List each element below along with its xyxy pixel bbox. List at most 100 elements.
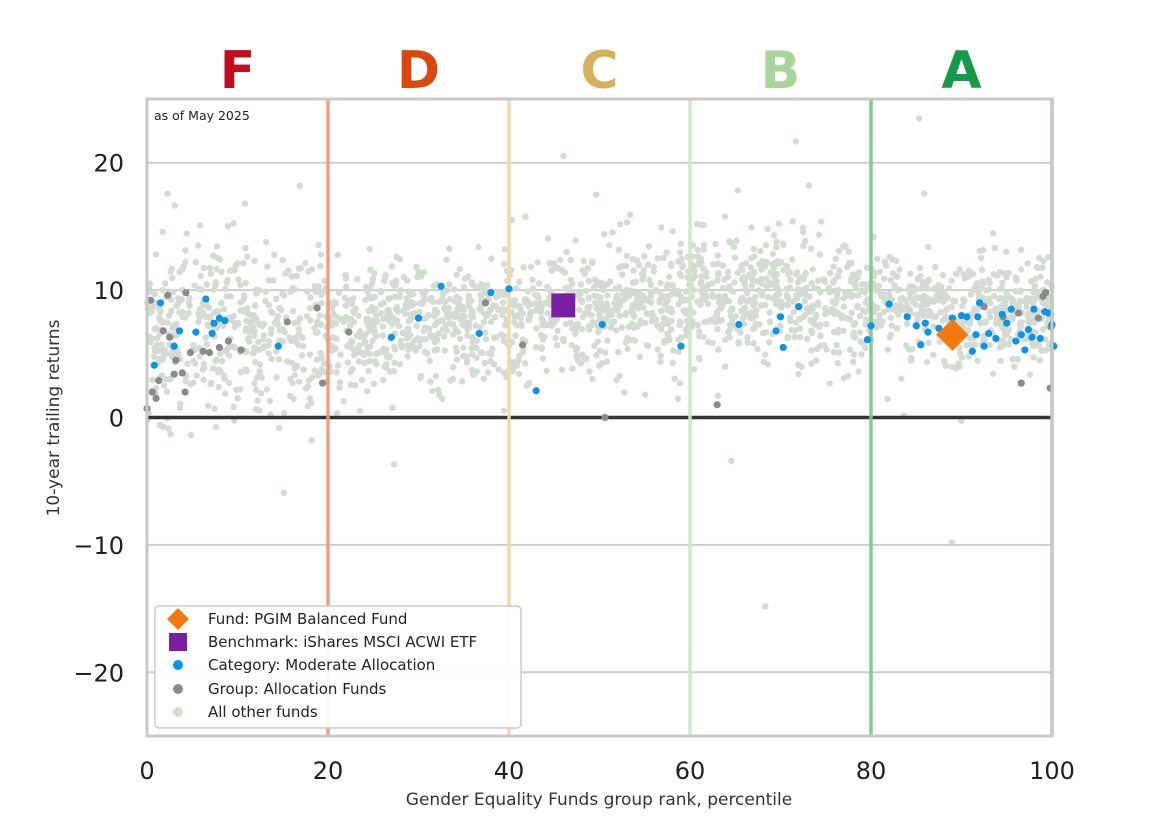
- other-fund-point: [1003, 248, 1010, 255]
- other-fund-point: [663, 249, 670, 256]
- other-fund-point: [846, 290, 853, 298]
- other-fund-point: [607, 278, 614, 285]
- other-fund-point: [789, 256, 796, 263]
- other-fund-point: [596, 347, 604, 354]
- other-fund-point: [742, 260, 750, 267]
- other-fund-point: [884, 346, 891, 353]
- other-fund-point: [615, 246, 622, 253]
- other-fund-point: [175, 300, 182, 307]
- other-fund-point: [721, 213, 729, 220]
- other-fund-point: [691, 267, 698, 275]
- other-fund-point: [959, 321, 966, 329]
- other-fund-point: [147, 338, 154, 346]
- other-fund-point: [178, 308, 186, 316]
- other-fund-point: [785, 271, 792, 278]
- axis-ticks: 0 20 40 60 80 100 −20 −10 0 10 20: [73, 150, 1075, 785]
- legend-dot-marker: [173, 707, 183, 717]
- other-fund-point: [291, 319, 298, 327]
- other-fund-point: [391, 359, 398, 366]
- other-fund-point: [422, 336, 429, 343]
- other-fund-point: [744, 339, 751, 346]
- other-fund-point: [221, 375, 228, 382]
- other-fund-point: [370, 318, 377, 325]
- category-point: [985, 329, 993, 338]
- other-fund-point: [671, 375, 678, 382]
- other-fund-point: [694, 246, 701, 253]
- other-fund-point: [536, 300, 544, 307]
- other-fund-point: [621, 290, 628, 297]
- other-fund-point: [306, 351, 314, 358]
- other-fund-point: [763, 258, 770, 266]
- other-fund-point: [203, 341, 210, 348]
- other-fund-point: [1039, 264, 1046, 271]
- other-fund-point: [623, 252, 631, 259]
- group-point: [205, 348, 214, 357]
- other-fund-point: [317, 349, 324, 357]
- other-fund-point: [1038, 347, 1045, 354]
- other-fund-point: [537, 331, 545, 339]
- other-fund-point: [1045, 254, 1052, 261]
- other-fund-point: [482, 311, 489, 318]
- other-fund-point: [370, 380, 378, 387]
- other-fund-point: [588, 312, 595, 319]
- other-fund-point: [851, 334, 858, 341]
- other-fund-point: [594, 338, 602, 345]
- other-fund-point: [831, 310, 838, 317]
- other-fund-point: [694, 321, 702, 329]
- group-point: [164, 291, 172, 299]
- other-fund-point: [532, 291, 539, 299]
- other-fund-point: [389, 404, 396, 411]
- other-fund-point: [442, 322, 449, 329]
- group-point: [481, 299, 490, 307]
- other-fund-point: [800, 242, 807, 250]
- y-tick-label: −10: [73, 532, 124, 560]
- other-fund-point: [609, 229, 616, 236]
- other-fund-point: [851, 281, 859, 289]
- other-fund-point: [616, 264, 623, 271]
- other-fund-point: [808, 360, 815, 367]
- other-fund-point: [727, 239, 735, 247]
- other-fund-point: [830, 263, 837, 270]
- other-fund-point: [527, 263, 535, 270]
- other-fund-point: [356, 407, 364, 415]
- other-fund-point: [213, 356, 220, 364]
- other-fund-point: [896, 266, 903, 273]
- other-fund-point: [291, 365, 298, 372]
- other-fund-point: [254, 286, 261, 293]
- group-point: [713, 401, 721, 409]
- other-fund-point: [714, 252, 722, 259]
- other-fund-point: [207, 270, 214, 277]
- other-fund-point: [769, 261, 776, 268]
- other-fund-point: [851, 273, 859, 280]
- other-fund-point: [641, 391, 649, 398]
- group-point: [155, 376, 163, 385]
- other-fund-point: [803, 305, 811, 312]
- other-fund-point: [255, 338, 262, 345]
- other-fund-point: [234, 395, 241, 402]
- other-fund-point: [973, 280, 981, 287]
- other-fund-point: [854, 292, 862, 299]
- other-fund-point: [163, 319, 171, 326]
- category-point: [1007, 305, 1015, 313]
- other-fund-point: [669, 347, 677, 354]
- other-fund-point: [235, 276, 242, 283]
- other-fund-point: [446, 295, 454, 303]
- other-fund-point: [441, 347, 448, 354]
- other-fund-point: [313, 356, 321, 363]
- other-fund-point: [821, 278, 829, 285]
- other-fund-point: [724, 273, 732, 281]
- other-fund-point: [572, 237, 579, 244]
- other-fund-point: [700, 246, 707, 253]
- other-fund-point: [696, 328, 703, 335]
- other-fund-point: [700, 333, 707, 340]
- other-fund-point: [856, 329, 864, 336]
- other-fund-point: [770, 232, 778, 239]
- other-fund-point: [293, 272, 300, 280]
- other-fund-point: [215, 383, 222, 391]
- other-fund-point: [728, 457, 735, 465]
- other-fund-point: [449, 310, 456, 318]
- other-fund-point: [151, 326, 158, 333]
- group-point: [170, 370, 178, 378]
- other-fund-point: [907, 294, 914, 301]
- other-fund-point: [461, 275, 469, 282]
